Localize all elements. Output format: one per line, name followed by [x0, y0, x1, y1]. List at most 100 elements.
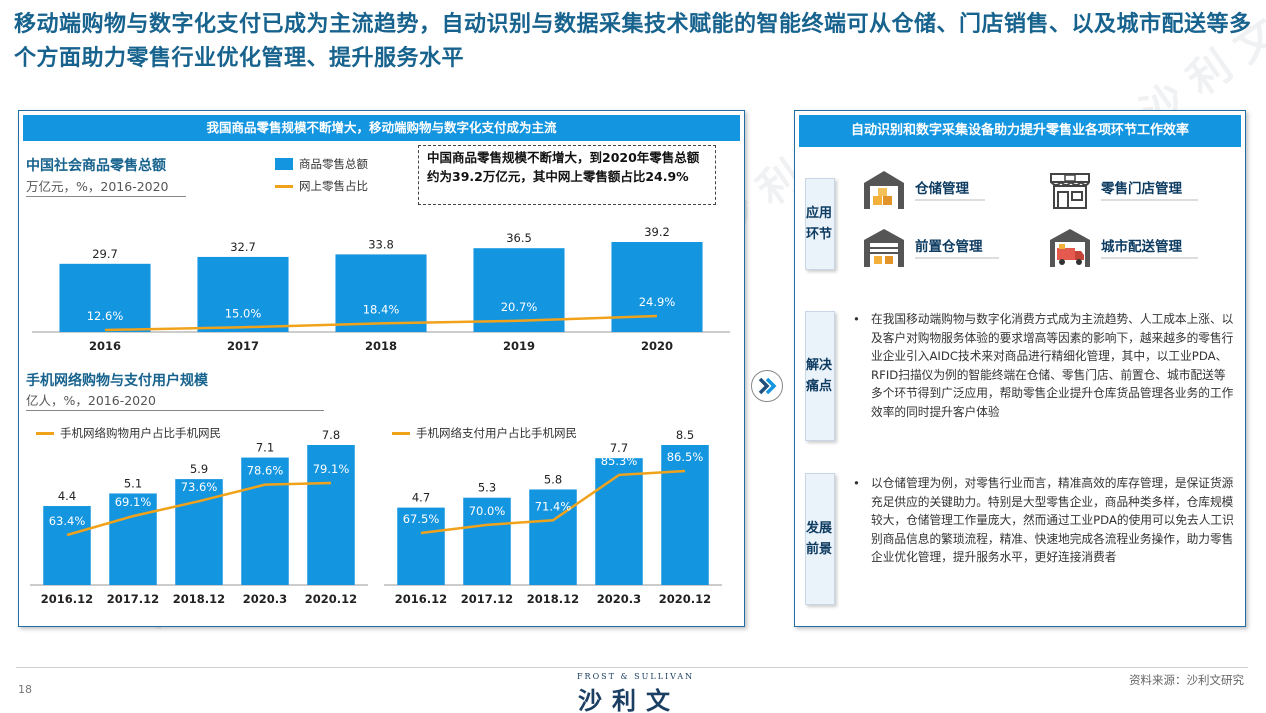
left-panel-header: 我国商品零售规模不断增大，移动端购物与数字化支付成为主流: [23, 115, 740, 141]
chart2-subtitle: 亿人，%，2016-2020: [26, 390, 324, 411]
delivery-truck-icon: [1050, 229, 1090, 267]
store-icon: [1050, 173, 1090, 209]
source-note: 资料来源：沙利文研究: [1129, 673, 1244, 687]
line-value-label: 63.4%: [49, 514, 86, 528]
bar: [197, 256, 289, 332]
bar-value-label: 5.9: [190, 462, 208, 476]
line-value-label: 18.4%: [363, 302, 400, 316]
bar: [611, 242, 703, 332]
bullet-dot: •: [853, 476, 860, 490]
line-value-label: 85.3%: [601, 454, 638, 468]
bar-value-label: 29.7: [92, 247, 118, 261]
line-value-label: 78.6%: [247, 464, 284, 478]
legend-line-swatch: [392, 431, 410, 435]
bar-value-label: 8.5: [676, 428, 694, 442]
line-value-label: 86.5%: [667, 450, 704, 464]
x-tick-label: 2019: [503, 339, 535, 353]
bar: [307, 445, 355, 585]
tab-pain-points: 解决痛点: [805, 311, 835, 441]
app-item-store: 零售门店管理: [1047, 166, 1198, 212]
line-value-label: 73.6%: [181, 480, 218, 494]
app-label-delivery: 城市配送管理: [1101, 235, 1198, 259]
line-value-label: 79.1%: [313, 462, 350, 476]
legend-bar-swatch: [275, 158, 293, 170]
bar-value-label: 5.3: [478, 481, 496, 495]
x-tick-label: 2018: [365, 339, 397, 353]
chart1-subtitle: 万亿元，%，2016-2020: [26, 176, 186, 197]
app-item-delivery: 城市配送管理: [1047, 224, 1198, 270]
app-item-front-warehouse: 前置仓管理: [861, 224, 999, 270]
x-tick-label: 2020.3: [243, 592, 287, 606]
line-series: [104, 314, 658, 332]
x-tick-label: 2016.12: [41, 592, 93, 606]
page-number: 18: [18, 683, 32, 696]
footer-divider: [16, 667, 1248, 668]
line-value-label: 12.6%: [87, 309, 124, 323]
right-panel: 自动识别和数字采集设备助力提升零售业各项环节工作效率 应用环节 解决痛点 发展前…: [794, 110, 1246, 627]
x-tick-label: 2020: [641, 339, 673, 353]
tab-development: 发展前景: [805, 473, 835, 605]
bar: [335, 254, 427, 332]
bar-value-label: 7.7: [610, 441, 628, 455]
mobile-payment-chart: 4.7 2016.12 5.3 2017.12 5.8 2018.12 7.7 2020.3 8…: [384, 428, 722, 606]
bar-value-label: 5.1: [124, 476, 142, 490]
app-label-front-warehouse: 前置仓管理: [915, 235, 999, 259]
x-tick-label: 2017: [227, 339, 259, 353]
pain-points-body: 在我国移动端购物与数字化消费方式成为主流趋势、人工成本上涨、以及客户对购物服务体…: [871, 312, 1234, 419]
x-tick-label: 2018.12: [527, 592, 579, 606]
app-label-warehouse: 仓储管理: [915, 177, 985, 201]
bar: [473, 248, 565, 332]
app-label-store: 零售门店管理: [1101, 177, 1198, 201]
bar-value-label: 36.5: [506, 231, 532, 245]
x-tick-label: 2020.12: [659, 592, 711, 606]
line-value-label: 70.0%: [469, 504, 506, 518]
line-value-label: 67.5%: [403, 512, 440, 526]
bar-value-label: 7.8: [322, 428, 340, 442]
x-tick-label: 2017.12: [461, 592, 513, 606]
chart1-title: 中国社会商品零售总额: [26, 158, 166, 174]
bar-value-label: 4.4: [58, 489, 76, 503]
legend-bar-label: 商品零售总额: [299, 157, 368, 171]
retail-total-chart: 29.7 2016 32.7 2017 33.8 2018 36.5 2019 39.2 2020…: [32, 225, 730, 353]
development-text: • 以仓储管理为例，对零售行业而言，精准高效的库存管理，是保证货源充足供应的关键…: [853, 474, 1235, 567]
page-title: 移动端购物与数字化支付已成为主流趋势，自动识别与数据采集技术赋能的智能终端可从仓…: [14, 12, 1252, 71]
logo-chinese: 沙利文: [578, 687, 680, 713]
bar: [109, 493, 157, 585]
app-item-warehouse: 仓储管理: [861, 166, 985, 212]
bar: [43, 506, 91, 585]
x-tick-label: 2017.12: [107, 592, 159, 606]
bar-value-label: 33.8: [368, 237, 394, 251]
bar-value-label: 39.2: [644, 225, 670, 239]
legend-mobile-payment: 手机网络支付用户占比手机网民: [392, 425, 577, 441]
legend-online-share: 网上零售占比: [275, 178, 368, 194]
x-tick-label: 2016: [89, 339, 121, 353]
x-tick-label: 2018.12: [173, 592, 225, 606]
x-tick-label: 2020.12: [305, 592, 357, 606]
legend-line-label: 网上零售占比: [299, 179, 368, 193]
callout-note: 中国商品零售规模不断增大，到2020年零售总额约为39.2万亿元，其中网上零售额…: [418, 145, 716, 205]
tab-application-stage: 应用环节: [805, 178, 835, 270]
x-tick-label: 2020.3: [597, 592, 641, 606]
chart2-title: 手机网络购物与支付用户规模: [26, 373, 208, 389]
development-body: 以仓储管理为例，对零售行业而言，精准高效的库存管理，是保证货源充足供应的关键助力…: [871, 476, 1234, 564]
line-value-label: 71.4%: [535, 499, 572, 513]
bullet-dot: •: [853, 312, 860, 326]
bar: [59, 263, 151, 332]
bar-value-label: 32.7: [230, 240, 256, 254]
bar: [397, 507, 445, 585]
mobile-shopping-chart: 4.4 2016.12 5.1 2017.12 5.9 2018.12 7.1 2020.3 7…: [30, 428, 368, 606]
bar: [595, 458, 643, 585]
x-tick-label: 2016.12: [395, 592, 447, 606]
bar: [463, 497, 511, 585]
logo-english: FROST & SULLIVAN: [577, 672, 695, 681]
next-arrow-icon: [751, 370, 783, 402]
bar: [661, 445, 709, 585]
bar: [241, 457, 289, 585]
right-panel-header: 自动识别和数字采集设备助力提升零售业各项环节工作效率: [799, 115, 1241, 147]
front-warehouse-icon: [864, 229, 904, 267]
bar: [529, 489, 577, 585]
line-series: [66, 481, 332, 537]
line-value-label: 15.0%: [225, 306, 262, 320]
bar-value-label: 7.1: [256, 441, 274, 455]
line-value-label: 24.9%: [639, 295, 676, 309]
